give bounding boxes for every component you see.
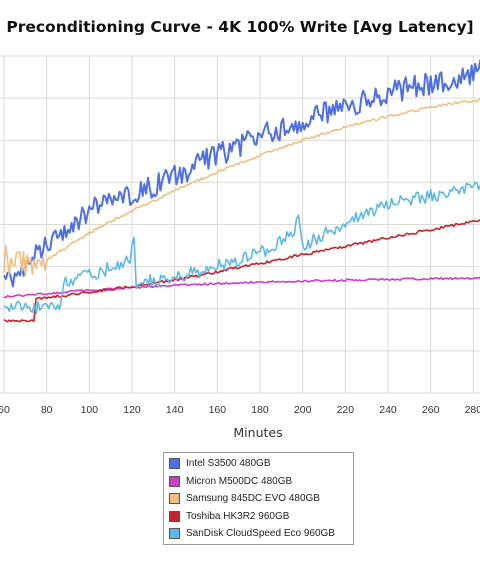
series-line-5 [3,181,480,315]
x-tick-label: 280 [465,404,480,416]
series-lines [3,59,480,323]
x-tick-label: 240 [379,404,397,416]
legend-swatch [169,475,180,487]
legend-label: SanDisk CloudSpeed Eco 960GB [186,528,335,540]
legend-item: Samsung 845DC EVO 480GB [169,490,353,508]
legend-label: Samsung 845DC EVO 480GB [186,493,320,505]
x-tick-label: 180 [251,404,269,416]
legend-item: SanDisk CloudSpeed Eco 960GB [169,525,353,543]
series-line-4 [3,219,480,323]
x-tick-label: 80 [41,404,53,416]
x-tick-labels: 60 80 100 120 140 160 180 200 220 240 260 280 [0,404,480,416]
x-tick-label: 60 [0,404,10,416]
legend-label: Intel S3500 480GB [186,458,271,470]
legend-swatch [169,493,180,505]
x-tick-label: 100 [81,404,99,416]
x-axis-label: Minutes [233,425,282,440]
series-line-1 [3,59,480,288]
gridlines [0,55,480,394]
legend-label: Toshiba HK3R2 960GB [186,510,290,522]
x-tick-label: 200 [294,404,312,416]
legend-item: Intel S3500 480GB [169,455,353,473]
legend-item: Toshiba HK3R2 960GB [169,508,353,526]
legend-item: Micron M500DC 480GB [169,473,353,491]
x-tick-label: 140 [166,404,184,416]
legend-swatch [169,510,180,522]
x-tick-label: 260 [422,404,440,416]
series-line-3 [3,98,480,277]
legend-swatch [169,528,180,540]
x-tick-label: 120 [123,404,141,416]
legend: Intel S3500 480GB Micron M500DC 480GB Sams… [163,452,354,545]
x-tick-label: 160 [209,404,227,416]
legend-label: Micron M500DC 480GB [186,475,293,487]
x-tick-label: 220 [337,404,355,416]
chart-title: Preconditioning Curve - 4K 100% Write [A… [6,18,474,36]
legend-swatch [169,458,180,470]
